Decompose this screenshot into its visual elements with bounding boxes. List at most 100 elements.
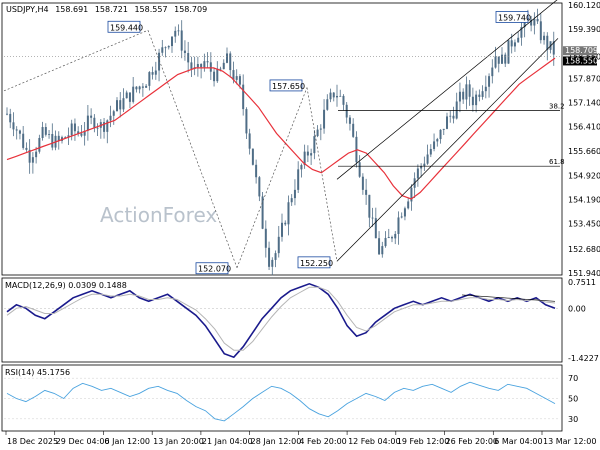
candle-body: [397, 217, 400, 234]
candle-body: [374, 218, 377, 239]
x-tick-label: 6 Jan 12:00: [104, 437, 150, 446]
candle-body: [161, 47, 164, 53]
candle-body: [504, 54, 507, 64]
price-tick-label: 151.940: [568, 269, 600, 278]
macd-layer: [4, 282, 560, 359]
candle-body: [293, 189, 296, 199]
candle-body: [387, 237, 390, 238]
rsi-panel: [1, 364, 563, 432]
x-tick-label: 4 Feb 20:00: [299, 437, 346, 446]
candle-body: [462, 91, 465, 100]
candle-body: [465, 84, 468, 100]
candle-body: [232, 70, 235, 80]
candle-body: [336, 95, 338, 98]
candle-body: [138, 86, 141, 90]
candle-body: [303, 151, 306, 166]
candle-body: [468, 84, 471, 97]
candle-body: [251, 148, 254, 165]
dashed-trendline: [236, 87, 308, 268]
price-annotation-box: [297, 256, 331, 269]
candle-body: [122, 98, 125, 110]
candle-body: [332, 92, 335, 98]
candle-body: [41, 127, 44, 138]
price-annotation-box: [269, 79, 303, 92]
price-tick-label: 156.410: [568, 123, 600, 132]
candle-body: [471, 96, 474, 106]
candle-body: [31, 157, 34, 163]
candle-body: [164, 47, 167, 49]
price-annotation-box: [495, 11, 529, 23]
candle-body: [290, 198, 293, 203]
candle-body: [539, 21, 542, 41]
candle-body: [433, 141, 436, 149]
candle-body: [510, 40, 513, 47]
fib-label: 61.8: [549, 158, 565, 166]
high-value: 158.721: [95, 5, 128, 14]
price-annotation: 159.740: [498, 13, 531, 22]
candle-body: [167, 46, 170, 48]
candle-body: [384, 237, 387, 247]
price-tick-label: 160.120: [568, 1, 600, 10]
close-value: 158.709: [174, 5, 207, 14]
candle-body: [316, 129, 319, 137]
candle-body: [536, 18, 539, 22]
axes-layer: 160.120 159.390 158.550 157.870 157.140 156.4…: [5, 1, 600, 446]
open-value: 158.691: [55, 5, 88, 14]
candle-body: [284, 222, 287, 225]
candle-body: [18, 130, 21, 134]
candle-body: [57, 135, 60, 141]
candle-body: [9, 113, 12, 123]
candle-body: [345, 104, 348, 118]
x-tick-label: 18 Dec 2025: [7, 437, 58, 446]
candle-body: [206, 61, 209, 63]
price-tick-label: 159.390: [568, 25, 600, 34]
candle-body: [281, 222, 283, 237]
candle-body: [28, 149, 31, 163]
candle-body: [174, 30, 177, 37]
candle-body: [132, 86, 135, 102]
candle-body: [300, 165, 303, 170]
current-price-tag: [563, 56, 597, 66]
candle-body: [203, 61, 206, 68]
current-price-tag: [563, 46, 597, 56]
candle-body: [475, 94, 478, 106]
candle-body: [190, 62, 193, 69]
candle-body: [426, 154, 429, 164]
candle-body: [213, 71, 216, 82]
candle-body: [196, 64, 199, 68]
symbol: USDJPY,H4: [6, 5, 49, 14]
candle-body: [119, 100, 122, 110]
candle-body: [77, 131, 80, 134]
symbol-line: USDJPY,H4 158.691 158.721 158.557 158.70…: [6, 5, 207, 14]
candle-body: [264, 228, 267, 248]
candle-body: [329, 92, 332, 100]
candle-body: [48, 134, 51, 135]
candle-body: [481, 91, 484, 97]
candle-body: [106, 120, 109, 132]
signal-line: [6, 286, 556, 351]
candle-body: [407, 201, 410, 209]
candle-body: [543, 35, 546, 41]
candle-body: [44, 127, 47, 135]
candle-body: [416, 168, 419, 179]
price-tick-label: 155.660: [568, 147, 600, 156]
candle-body: [116, 100, 118, 112]
candle-body: [436, 139, 439, 142]
candle-body: [352, 123, 355, 137]
candle-body: [442, 128, 445, 130]
candle-body: [242, 84, 245, 110]
candle-body: [323, 109, 326, 129]
candle-body: [513, 42, 516, 47]
candle-body: [410, 187, 413, 202]
candle-body: [371, 217, 374, 219]
candle-body: [93, 117, 96, 129]
candle-body: [245, 109, 248, 134]
candle-body: [261, 196, 264, 229]
candle-body: [420, 166, 423, 169]
candle-body: [38, 137, 41, 152]
candle-body: [148, 72, 151, 86]
candle-body: [306, 151, 309, 156]
x-tick-label: 13 Jan 20:00: [153, 437, 204, 446]
candle-body: [83, 130, 86, 136]
macd-panel: [1, 277, 563, 363]
